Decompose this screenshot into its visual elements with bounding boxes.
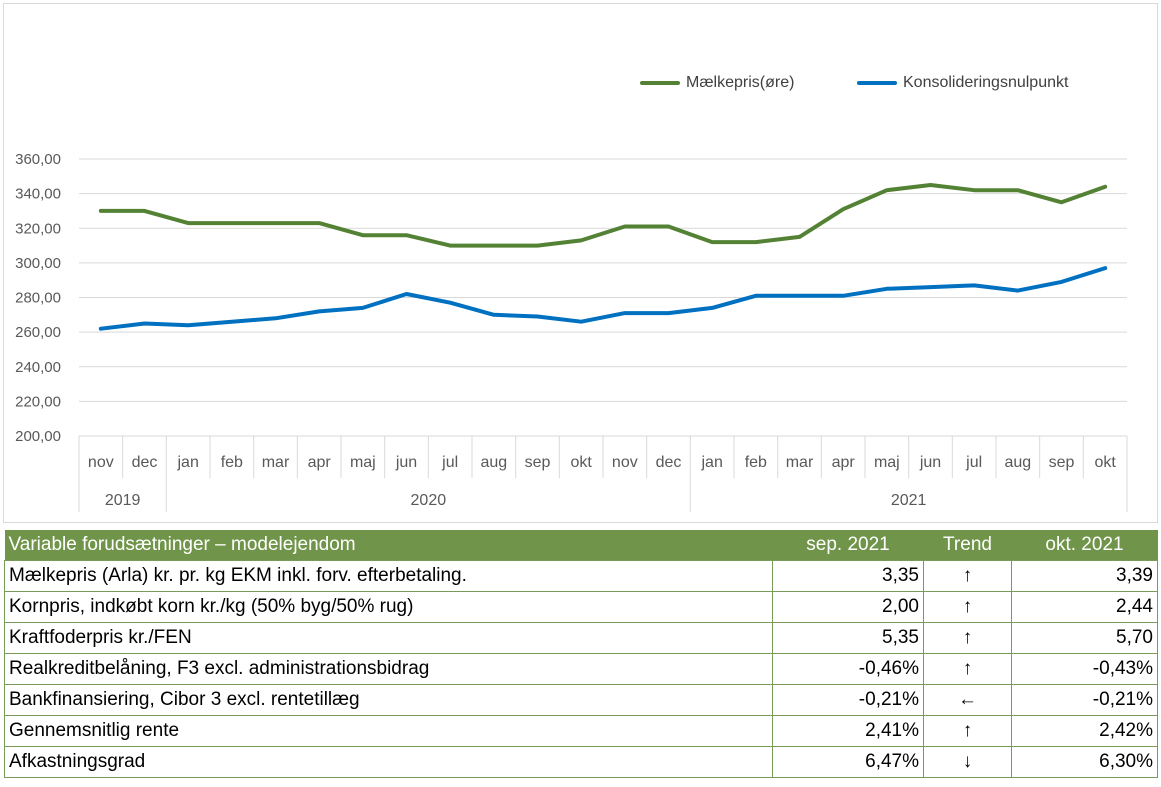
row-okt-value: 2,42% [1011,715,1158,747]
x-tick-label: maj [350,454,376,471]
table-row: Mælkepris (Arla) kr. pr. kg EKM inkl. fo… [4,560,1158,592]
table-header-row: Variable forudsætninger – modelejendom s… [4,530,1158,561]
row-label: Gennemsnitlig rente [4,715,773,747]
year-label: 2019 [105,492,141,509]
x-tick-label: jun [395,454,417,471]
x-tick-label: sep [525,454,551,471]
legend-item-konsolideringsnulpunkt: Konsolideringsnulpunkt [857,74,1068,92]
line-chart: 200,00 220,00 240,00 260,00 280,00 300,00 320,… [15,151,1128,512]
legend-swatch-green [640,81,680,85]
row-sep-value: 2,41% [772,715,924,747]
row-label: Kraftfoderpris kr./FEN [4,622,773,654]
row-okt-value: 5,70 [1011,622,1158,654]
row-sep-value: -0,46% [772,653,924,685]
x-tick-label: apr [832,454,856,471]
header-label: Variable forudsætninger – modelejendom [4,530,773,561]
x-tick-label: jun [919,454,941,471]
series-line-maelkepris [98,183,1108,248]
table-row: Kornpris, indkøbt korn kr./kg (50% byg/5… [4,591,1158,623]
legend-item-maelkepris: Mælkepris(øre) [640,74,794,92]
header-trend: Trend [923,530,1012,561]
table-row: Kraftfoderpris kr./FEN 5,35 ↑ 5,70 [4,622,1158,654]
series-line-konsolideringsnulpunkt [98,266,1108,331]
row-sep-value: 6,47% [772,746,924,778]
x-tick-label: jul [441,454,458,471]
trend-arrow-icon: ↑ [923,560,1012,592]
row-okt-value: -0,21% [1011,684,1158,716]
row-sep-value: -0,21% [772,684,924,716]
x-tick-label: dec [656,454,682,471]
row-sep-value: 5,35 [772,622,924,654]
table-body: Mælkepris (Arla) kr. pr. kg EKM inkl. fo… [4,560,1158,778]
x-tick-label: okt [570,454,592,471]
row-label: Afkastningsgrad [4,746,773,778]
trend-arrow-icon: ← [923,684,1012,716]
row-okt-value: 6,30% [1011,746,1158,778]
x-tick-label: aug [1004,454,1031,471]
assumptions-table: Variable forudsætninger – modelejendom s… [4,530,1158,778]
row-label: Bankfinansiering, Cibor 3 excl. rentetil… [4,684,773,716]
trend-arrow-icon: ↑ [923,591,1012,623]
x-tick-label: feb [745,454,767,471]
table-row: Afkastningsgrad 6,47% ↓ 6,30% [4,746,1158,778]
x-tick-label: jan [176,454,198,471]
row-sep-value: 2,00 [772,591,924,623]
legend-swatch-blue [857,81,897,85]
header-okt: okt. 2021 [1011,530,1158,561]
trend-arrow-icon: ↑ [923,653,1012,685]
row-label: Mælkepris (Arla) kr. pr. kg EKM inkl. fo… [4,560,773,592]
y-tick-label: 280,00 [15,290,61,307]
x-tick-label: jul [965,454,982,471]
x-tick-label: maj [874,454,900,471]
legend-label: Konsolideringsnulpunkt [903,74,1069,91]
row-okt-value: 2,44 [1011,591,1158,623]
x-tick-label: jan [700,454,722,471]
table-row: Bankfinansiering, Cibor 3 excl. rentetil… [4,684,1158,716]
table-row: Realkreditbelåning, F3 excl. administrat… [4,653,1158,685]
x-tick-label: sep [1049,454,1075,471]
row-okt-value: -0,43% [1011,653,1158,685]
x-tick-label: okt [1094,454,1116,471]
x-tick-label: mar [262,454,290,471]
y-tick-label: 360,00 [15,151,61,168]
table-row: Gennemsnitlig rente 2,41% ↑ 2,42% [4,715,1158,747]
x-tick-label: mar [786,454,814,471]
legend-label: Mælkepris(øre) [686,74,795,91]
y-tick-label: 320,00 [15,220,61,237]
x-tick-label: nov [612,454,638,471]
row-sep-value: 3,35 [772,560,924,592]
x-tick-label: feb [221,454,243,471]
y-tick-label: 240,00 [15,359,61,376]
y-tick-label: 220,00 [15,393,61,410]
row-label: Realkreditbelåning, F3 excl. administrat… [4,653,773,685]
row-label: Kornpris, indkøbt korn kr./kg (50% byg/5… [4,591,773,623]
year-label: 2020 [411,492,447,509]
y-tick-label: 260,00 [15,324,61,341]
x-tick-label: nov [88,454,114,471]
year-label: 2021 [891,492,927,509]
trend-arrow-icon: ↓ [923,746,1012,778]
trend-arrow-icon: ↑ [923,622,1012,654]
x-tick-label: aug [480,454,507,471]
x-tick-label: dec [132,454,158,471]
y-tick-label: 300,00 [15,255,61,272]
y-tick-label: 340,00 [15,186,61,203]
trend-arrow-icon: ↑ [923,715,1012,747]
row-okt-value: 3,39 [1011,560,1158,592]
header-sep: sep. 2021 [772,530,924,561]
y-tick-label: 200,00 [15,428,61,445]
x-tick-label: apr [308,454,332,471]
